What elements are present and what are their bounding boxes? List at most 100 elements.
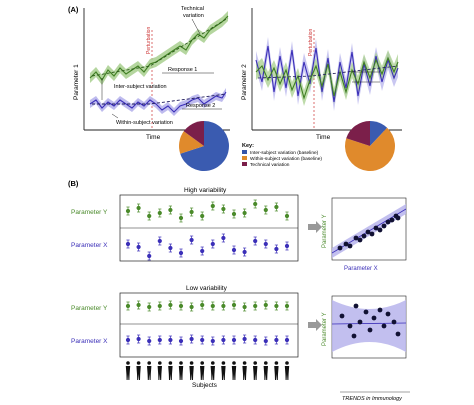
low-y-point [189,304,194,310]
high-y-point [221,206,226,212]
subject-body [221,366,226,380]
high-y-errorbars [125,199,290,223]
low-scatter-point [347,323,353,329]
low-x-point [136,336,141,342]
pie-right-slice-1 [345,127,395,171]
low-x-point [210,338,215,344]
low-y-point [200,302,205,308]
subject-body [178,366,184,380]
subject-head [158,361,162,365]
high-scatter-point [361,233,367,239]
panel-a-label: (A) [68,5,79,14]
low-x-point [263,338,268,344]
low-y-point [178,303,184,309]
subject-body [125,366,131,380]
high-scatter-point [377,227,383,233]
panel-a-left-plot: Perturbation Technical variation Respons… [73,6,230,141]
low-x-point [274,337,279,343]
low-y-point [157,303,162,309]
high-y-point [274,204,279,210]
technical-variation-pointer [191,18,201,35]
subject-head [264,361,268,365]
low-y-point [221,303,226,309]
pie-right-slice-0 [370,121,388,146]
low-scatter-point [395,331,401,337]
right-plot-xlabel: Time [316,134,331,141]
low-x-point [253,337,258,343]
key-swatch-technical [242,162,247,166]
low-x-point [147,338,152,344]
subject-head [221,361,226,365]
within-subject-label: Within-subject variation [116,120,173,126]
subject-body [168,366,173,380]
subject-head [126,361,130,365]
low-scatter-point [385,311,391,317]
high-y-point [200,213,205,219]
high-x-point [189,237,194,243]
right-dashed-line [257,65,399,79]
high-scatter-point [369,231,375,237]
key-label-inter-subject: Inter-subject variation (baseline) [250,150,319,156]
within-subject-pointer [111,113,119,119]
low-y-point [253,303,258,309]
pie-left [179,121,229,171]
low-y-errorbars [125,300,290,312]
green-band [90,11,228,85]
pie-right-slice-2 [346,121,370,146]
low-x-point [284,337,290,343]
right-blue-line [255,45,399,103]
pie-right [345,121,395,171]
high-x-point [253,238,258,244]
high-y-point [253,201,258,207]
low-arrow-icon [308,319,322,331]
key-label-technical: Technical variation [250,162,290,168]
low-scatter-point [357,319,363,325]
left-plot-ylabel: Parameter 1 [73,64,80,100]
green-line-solid [89,15,229,81]
low-x-point [231,337,237,343]
high-y-point [210,203,215,209]
low-scatter-point [367,327,373,333]
low-x-point [157,337,162,343]
subject-body [231,366,237,380]
high-x-point [125,241,131,247]
low-y-point [168,302,173,308]
high-x-point [136,244,141,250]
low-y-point [263,302,268,308]
low-scatter-band [332,300,406,352]
high-y-point [168,207,173,213]
low-param-x-label: Parameter X [71,338,108,345]
subject-head [211,361,215,365]
low-x-errorbars [125,334,290,346]
high-scatter-points [337,213,401,251]
low-scatter-point [351,333,357,339]
blue-band [90,88,226,116]
high-scatter-point [337,245,343,251]
high-y-point [284,213,290,219]
subject-body [263,366,268,380]
subject-body [157,366,162,380]
blue-line-solid [89,91,227,113]
low-y-point [147,304,152,310]
low-scatter-point [377,307,383,313]
subject-head [136,361,141,365]
high-x-point [242,249,247,255]
subject-head [232,361,236,365]
low-y-point [231,302,237,308]
high-x-errorbars [125,233,290,261]
subject-body [274,366,279,380]
high-scatter-point [347,243,353,249]
high-scatter-point [395,215,401,221]
high-x-point [274,246,279,252]
low-scatter-point [339,313,345,319]
high-variability-title: High variability [184,187,227,194]
response-2-label: Response 2 [186,103,215,109]
key-swatch-inter-subject [242,150,247,154]
subject-head [168,361,173,365]
low-x-point [200,337,205,343]
response-1-label: Response 1 [168,67,197,73]
high-arrow-icon [308,221,322,233]
green-line-dashed [91,17,229,77]
high-scatter-point [389,217,395,223]
left-plot-xlabel: Time [146,134,161,141]
